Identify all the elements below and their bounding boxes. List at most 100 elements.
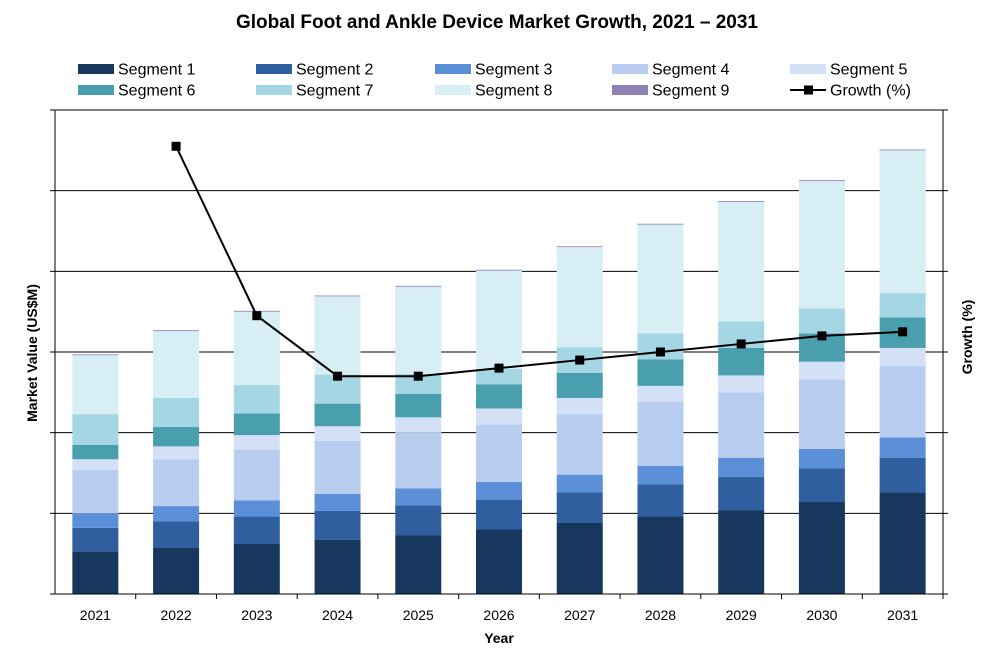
legend-swatch (612, 64, 648, 74)
legend-item: Segment 5 (790, 62, 907, 79)
bar-segment-9-2022 (153, 330, 200, 332)
legend-item: Segment 4 (612, 62, 729, 79)
bar-segment-4-2022 (153, 459, 200, 507)
bar-segment-5-2026 (476, 408, 522, 425)
legend-item: Segment 6 (78, 83, 195, 100)
x-tick-label: 2031 (887, 607, 918, 623)
bar-segment-9-2021 (72, 354, 119, 356)
legend-label: Segment 1 (118, 62, 195, 79)
bar-segment-6-2023 (233, 413, 280, 436)
bar-segment-8-2031 (879, 150, 926, 294)
legend-marker (804, 85, 813, 95)
bar-segment-9-2028 (637, 223, 684, 225)
bar-segment-1-2026 (476, 529, 522, 594)
bar-segment-5-2021 (72, 459, 119, 470)
x-tick-label: 2026 (483, 607, 514, 623)
growth-point (252, 311, 262, 321)
axes (50, 109, 948, 599)
x-tick-label: 2028 (645, 607, 676, 623)
bar-segment-2-2024 (314, 510, 361, 540)
legend-swatch (435, 85, 471, 95)
bar-segment-6-2024 (314, 403, 361, 427)
bar-segment-1-2031 (879, 492, 926, 594)
bar-segment-3-2027 (556, 474, 603, 493)
bar-segment-5-2031 (879, 347, 926, 366)
bar-segment-5-2027 (556, 397, 603, 415)
bar-segment-7-2026 (476, 368, 522, 385)
legend-item: Segment 7 (256, 83, 373, 100)
bar-segment-5-2030 (798, 361, 845, 380)
bar-segment-5-2022 (153, 446, 200, 460)
legend-label: Segment 3 (475, 62, 552, 79)
legend-swatch (78, 64, 114, 74)
x-tick-label: 2023 (241, 607, 272, 623)
bar-segment-1-2029 (718, 510, 765, 594)
x-tick-label: 2021 (80, 607, 111, 623)
bar-segment-1-2021 (72, 551, 119, 594)
bar-segment-8-2026 (476, 270, 522, 369)
bar-segment-6-2022 (153, 427, 200, 447)
legend-label: Segment 7 (296, 83, 373, 100)
x-tick-label: 2029 (726, 607, 757, 623)
bar-segment-3-2024 (314, 493, 361, 511)
x-tick-label: 2030 (806, 607, 837, 623)
bar-segment-5-2028 (637, 385, 684, 403)
bar-segment-9-2027 (556, 246, 603, 248)
legend-label: Segment 9 (652, 83, 729, 100)
growth-point (575, 355, 585, 365)
bar-segment-4-2029 (718, 392, 765, 458)
growth-point (817, 331, 827, 341)
bar-segment-7-2022 (153, 397, 200, 428)
bar-segment-2-2022 (153, 521, 200, 549)
legend-item: Segment 1 (78, 62, 195, 79)
bar-segment-8-2029 (718, 201, 765, 322)
bar-segment-8-2022 (153, 331, 200, 398)
bar-segment-2-2031 (879, 457, 926, 493)
bar-segment-2-2028 (637, 484, 684, 517)
bar-segment-9-2030 (798, 180, 845, 181)
legend-swatch (435, 64, 471, 74)
bar-segment-4-2024 (314, 440, 361, 494)
bar-segment-3-2023 (233, 500, 280, 517)
bar-segment-2-2021 (72, 527, 119, 552)
growth-point (736, 339, 746, 349)
bar-segment-6-2027 (556, 372, 603, 398)
bar-segment-9-2029 (718, 201, 765, 202)
y-axis-title: Market Value (US$M) (24, 284, 40, 422)
y2-axis-title: Growth (%) (959, 300, 975, 375)
bar-segment-9-2024 (314, 295, 361, 297)
bar-segment-8-2024 (314, 296, 361, 375)
bar-segment-1-2027 (556, 523, 603, 594)
growth-line-path (175, 145, 903, 378)
bar-segment-4-2028 (637, 402, 684, 466)
bar-segment-4-2023 (233, 449, 280, 501)
bar-segment-5-2029 (718, 375, 765, 393)
bar-segment-4-2030 (798, 379, 845, 449)
bar-segment-4-2026 (476, 424, 522, 482)
bar-segment-7-2030 (798, 308, 845, 334)
x-tick-label: 2027 (564, 607, 595, 623)
legend-swatch (256, 64, 292, 74)
x-tick-label: 2024 (322, 607, 353, 623)
bar-segment-3-2026 (476, 481, 522, 500)
legend-label: Segment 6 (118, 83, 195, 100)
x-tick-label: 2022 (161, 607, 192, 623)
bar-segment-2-2023 (233, 516, 280, 544)
legend-item: Segment 2 (256, 62, 373, 79)
x-tick-labels: 2021 2022 2023 2024 2025 2026 2027 2028 2029 2030… (80, 607, 919, 623)
growth-point (494, 363, 504, 373)
legend-item: Segment 8 (435, 83, 552, 100)
bars (72, 149, 926, 594)
bar-segment-1-2023 (233, 543, 280, 594)
bar-segment-4-2031 (879, 365, 926, 438)
bar-segment-2-2029 (718, 477, 765, 511)
growth-point (413, 371, 423, 381)
legend-label: Segment 8 (475, 83, 552, 100)
bar-segment-8-2023 (233, 311, 280, 386)
bar-segment-5-2023 (233, 435, 280, 450)
legend-label: Growth (%) (830, 83, 911, 100)
bar-segment-6-2026 (476, 384, 522, 409)
bar-segment-8-2025 (395, 286, 442, 374)
bar-segment-7-2023 (233, 385, 280, 414)
bar-segment-8-2027 (556, 247, 603, 348)
